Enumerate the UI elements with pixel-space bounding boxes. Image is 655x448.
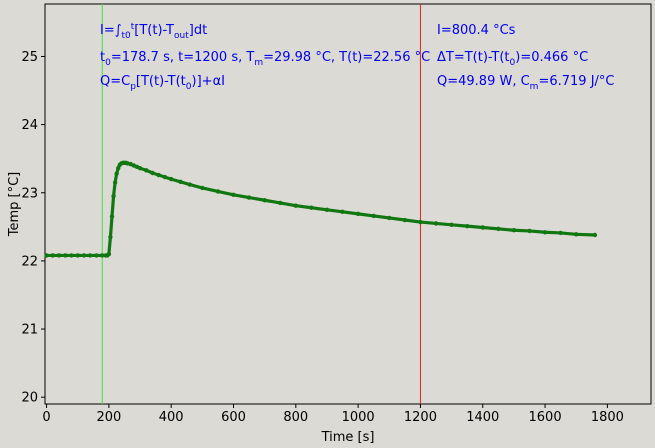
x-tick-label: 1600 xyxy=(529,410,562,425)
annotation-params-sub0: 0 xyxy=(105,58,111,68)
x-tick-label: 1800 xyxy=(591,410,624,425)
y-tick-label: 23 xyxy=(21,186,38,201)
annotation-heat-eq-subp: p xyxy=(130,82,136,92)
annotation-delta-t-a: ΔT=T(t)-T(t xyxy=(437,50,510,65)
y-tick-label: 22 xyxy=(21,254,38,269)
annotation-integral-def-f: ]dt xyxy=(189,23,207,38)
x-tick-label: 600 xyxy=(221,410,246,425)
annotation-delta-t-c: )=0.466 °C xyxy=(515,50,588,65)
x-tick-label: 0 xyxy=(42,410,50,425)
annotation-heat-eq-e: )]+αI xyxy=(192,74,225,89)
x-axis-title: Time [s] xyxy=(321,430,375,445)
y-axis-title: Temp [°C] xyxy=(7,172,22,238)
series-line-0 xyxy=(44,161,597,258)
annotation-params-a: t xyxy=(100,50,105,65)
data-series xyxy=(44,160,598,258)
y-tick-label: 21 xyxy=(21,323,38,338)
marker-lines xyxy=(101,4,421,404)
y-axis-ticks: 20 21 22 23 24 25 xyxy=(21,50,45,406)
annotation-heat-eq: Q=Cp[T(t)-T(t0)]+αI xyxy=(100,74,225,92)
annotation-power-capacity-c: =6.719 J/°C xyxy=(538,74,614,89)
x-tick-label: 1200 xyxy=(404,410,437,425)
y-tick-label: 25 xyxy=(21,50,38,65)
annotation-delta-t-sub0: 0 xyxy=(510,58,516,68)
annotation-integral-def-a: I=∫ xyxy=(100,23,122,38)
y-tick-label: 24 xyxy=(21,118,38,133)
annotation-power-capacity-subm: m xyxy=(530,82,539,92)
plot-area xyxy=(44,3,652,405)
annotation-heat-eq-c: [T(t)-T(t xyxy=(136,74,186,89)
x-tick-label: 800 xyxy=(283,410,308,425)
x-tick-label: 200 xyxy=(96,410,121,425)
x-tick-label: 400 xyxy=(159,410,184,425)
annotation-integral-def-upper: t xyxy=(131,22,135,32)
annotation-power-capacity: Q=49.89 W, Cm=6.719 J/°C xyxy=(437,74,615,92)
x-tick-label: 1000 xyxy=(342,410,375,425)
annotation-heat-eq-a: Q=C xyxy=(100,74,130,89)
annotation-power-capacity-a: Q=49.89 W, C xyxy=(437,74,530,89)
annotation-params-subm: m xyxy=(254,58,263,68)
annotation-heat-eq-sub0: 0 xyxy=(186,82,192,92)
x-tick-label: 1400 xyxy=(466,410,499,425)
annotation-params-c: =178.7 s, t=1200 s, T xyxy=(111,50,255,65)
x-axis-ticks: 0 200 400 600 800 1000 1200 1400 1600 1800 xyxy=(42,404,624,425)
annotation-integral-value: I=800.4 °Cs xyxy=(437,23,516,38)
y-tick-label: 20 xyxy=(21,391,38,406)
annotation-integral-def-lower: t0 xyxy=(122,31,132,41)
annotation-integral-def-d: [T(t)-T xyxy=(134,23,174,38)
annotation-delta-t: ΔT=T(t)-T(t0)=0.466 °C xyxy=(437,50,588,68)
annotation-integral-def: I=∫t0t[T(t)-Tout]dt xyxy=(100,22,207,41)
annotation-params: t0=178.7 s, t=1200 s, Tm=29.98 °C, T(t)=… xyxy=(100,50,430,68)
annotation-integral-def-sub: out xyxy=(174,31,189,41)
annotation-params-e: =29.98 °C, T(t)=22.56 °C xyxy=(263,50,430,65)
